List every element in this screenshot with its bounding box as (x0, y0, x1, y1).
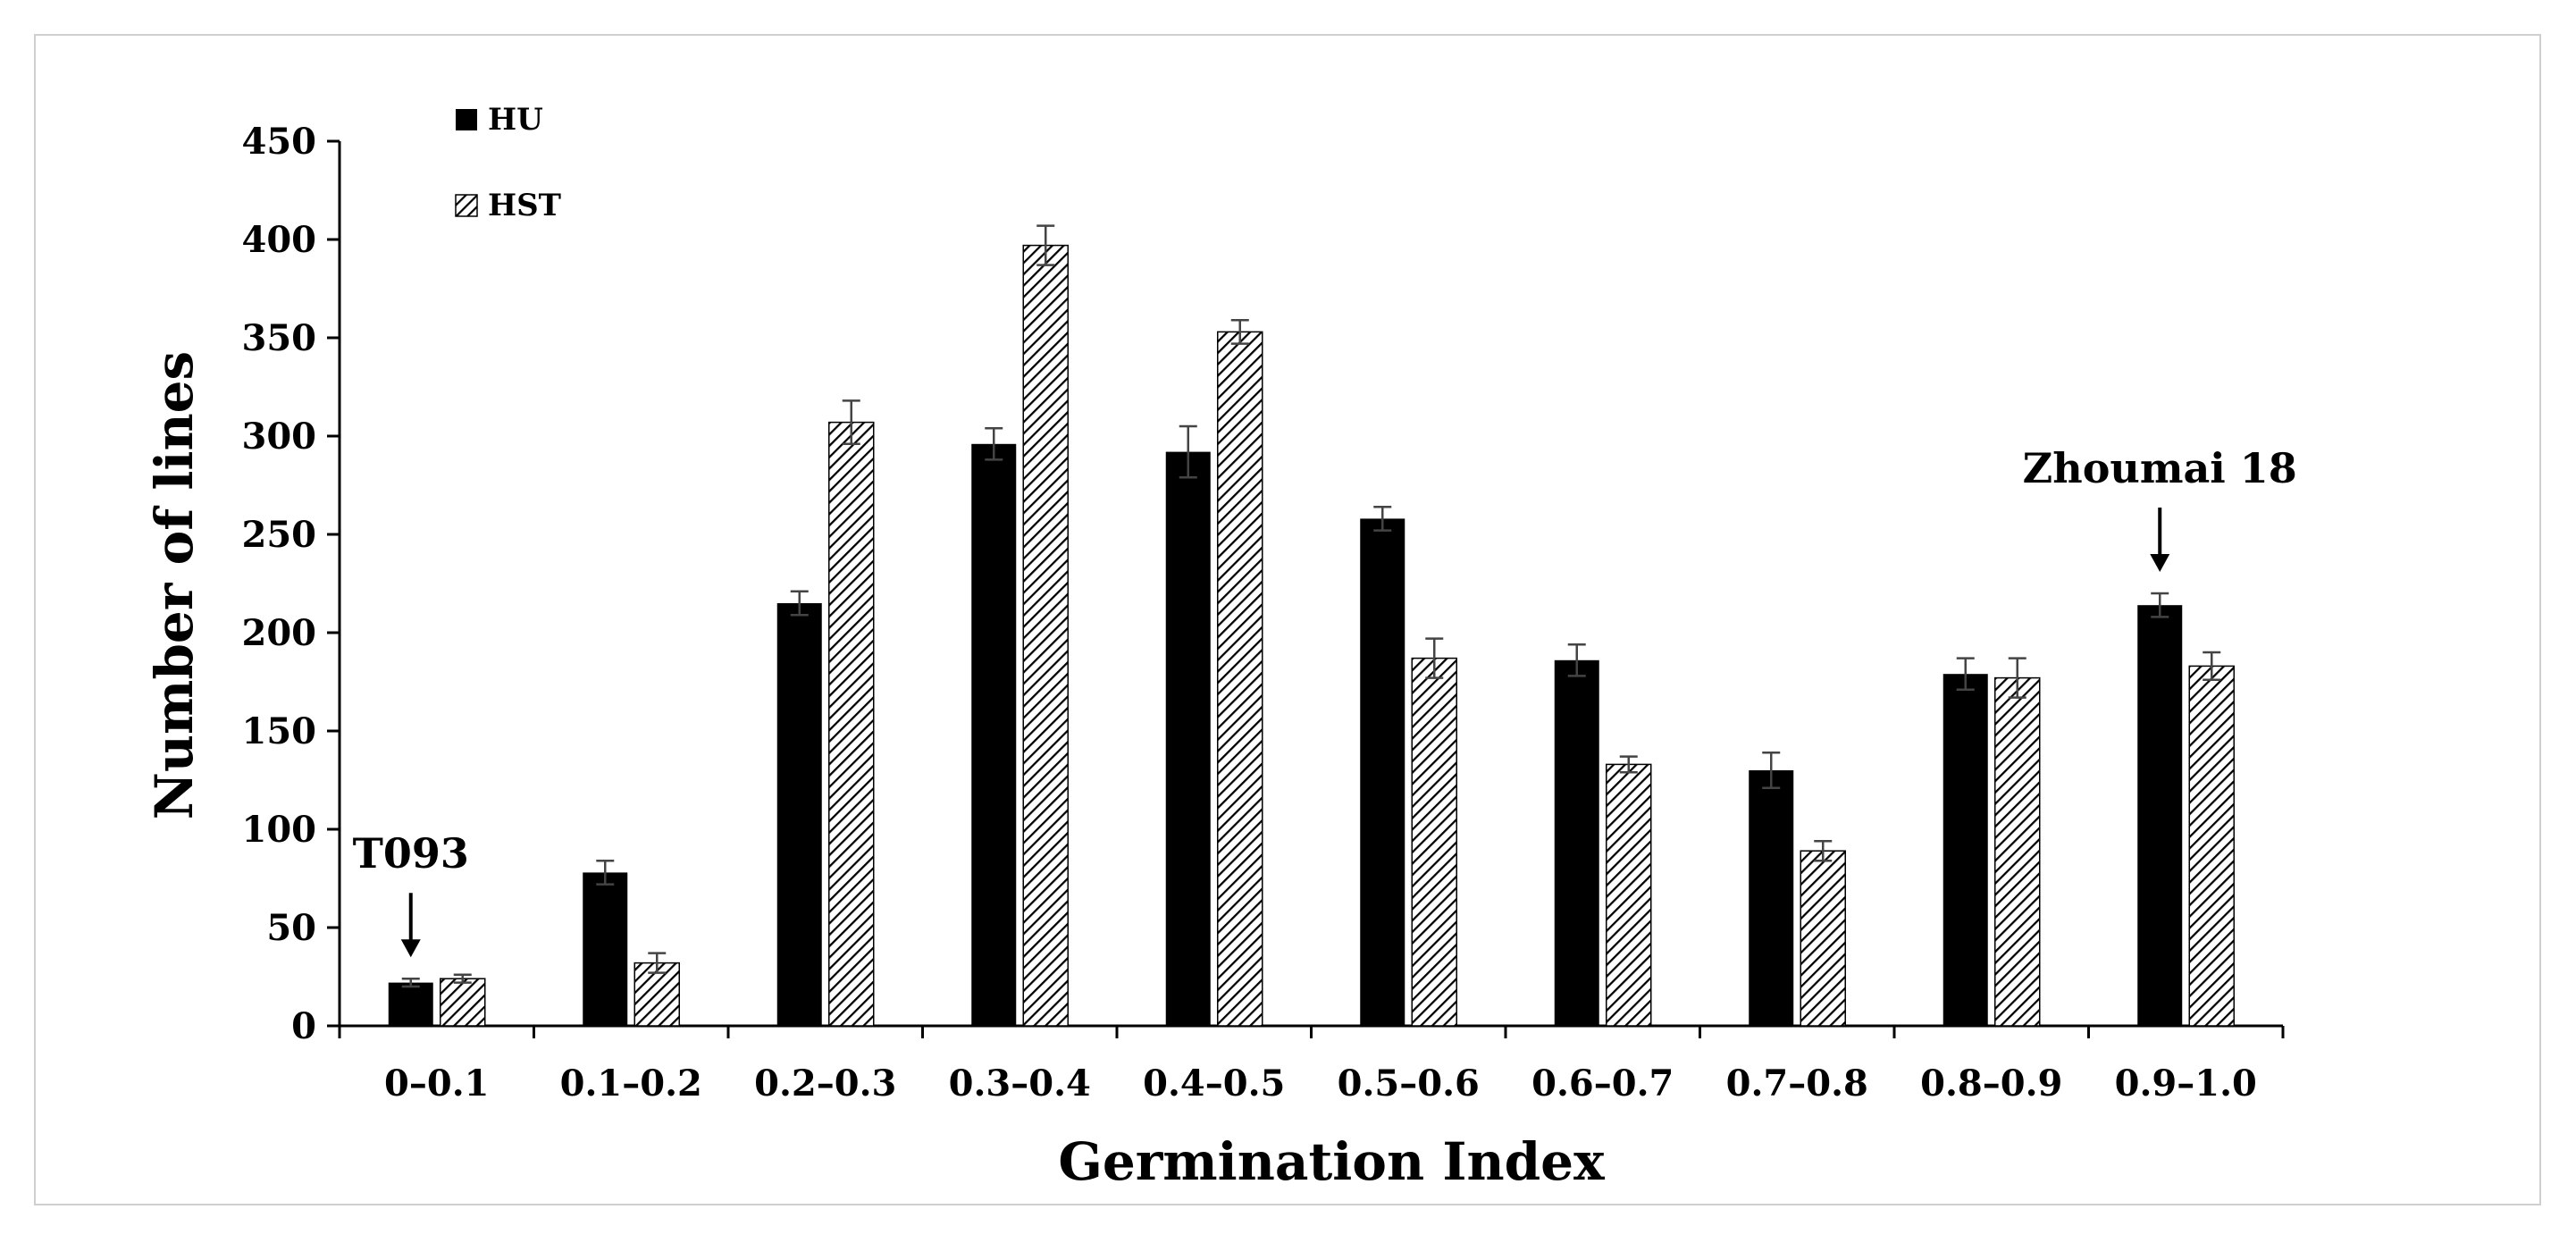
bar-hst-7 (1800, 850, 1846, 1027)
x-tick-label: 0.3–0.4 (949, 1062, 1091, 1104)
bar-hu-9 (2137, 605, 2183, 1026)
bar-hu-4 (1165, 451, 1211, 1027)
x-tick-label: 0.2–0.3 (754, 1062, 896, 1104)
x-tick-label: 0–0.1 (384, 1062, 489, 1104)
x-tick-label: 0.4–0.5 (1143, 1062, 1285, 1104)
bar-hu-2 (776, 603, 822, 1026)
y-tick-label: 0 (291, 1005, 316, 1047)
y-tick-label: 300 (242, 416, 317, 458)
x-tick-label: 0.6–0.7 (1531, 1062, 1674, 1104)
x-tick-label: 0.5–0.6 (1338, 1062, 1480, 1104)
bar-hst-6 (1606, 763, 1652, 1027)
x-tick-label: 0.7–0.8 (1726, 1062, 1868, 1104)
annotation-arrowhead (2150, 554, 2170, 572)
bar-hst-0 (440, 978, 486, 1027)
bar-hst-5 (1411, 657, 1457, 1027)
bar-hu-0 (388, 982, 433, 1026)
y-axis-title: Number of lines (144, 351, 205, 819)
y-tick-label: 150 (242, 710, 317, 752)
y-tick-label: 50 (266, 907, 316, 949)
bar-hu-5 (1360, 518, 1405, 1026)
annotation-arrowhead (400, 939, 421, 958)
x-tick-label: 0.9–1.0 (2115, 1062, 2257, 1104)
x-tick-label: 0.8–0.9 (1920, 1062, 2062, 1104)
bar-hst-2 (828, 421, 875, 1027)
bar-hu-8 (1942, 674, 1988, 1026)
legend-swatch-hu (456, 109, 477, 130)
y-tick-label: 350 (242, 317, 317, 359)
bar-hst-9 (2188, 665, 2235, 1027)
plot-area: 0 50 100 150 200 250 300 350 400 450 0–0.1 0.1–0.2 0… (242, 121, 2297, 1104)
bar-hst-3 (1022, 244, 1069, 1027)
y-tick-label: 450 (242, 121, 317, 163)
legend-label-hu: HU (488, 102, 543, 138)
y-tick-label: 250 (242, 514, 317, 556)
x-axis-title: Germination Index (1058, 1131, 1605, 1192)
legend: HU HST (455, 102, 561, 223)
bar-hu-1 (583, 872, 628, 1026)
y-tick-label: 400 (242, 219, 317, 261)
bar-hst-8 (1994, 676, 2041, 1027)
bar-hu-6 (1554, 659, 1599, 1026)
bar-hu-7 (1749, 770, 1794, 1026)
bar-hu-3 (971, 443, 1017, 1026)
annotation-label: T093 (353, 829, 469, 878)
legend-swatch-hst (455, 194, 478, 217)
annotation-label: Zhoumai 18 (2023, 444, 2297, 492)
legend-label-hst: HST (488, 188, 561, 223)
y-tick-label: 100 (242, 809, 317, 851)
bar-hst-4 (1217, 331, 1263, 1027)
y-tick-label: 200 (242, 612, 317, 654)
x-tick-label: 0.1–0.2 (560, 1062, 702, 1104)
